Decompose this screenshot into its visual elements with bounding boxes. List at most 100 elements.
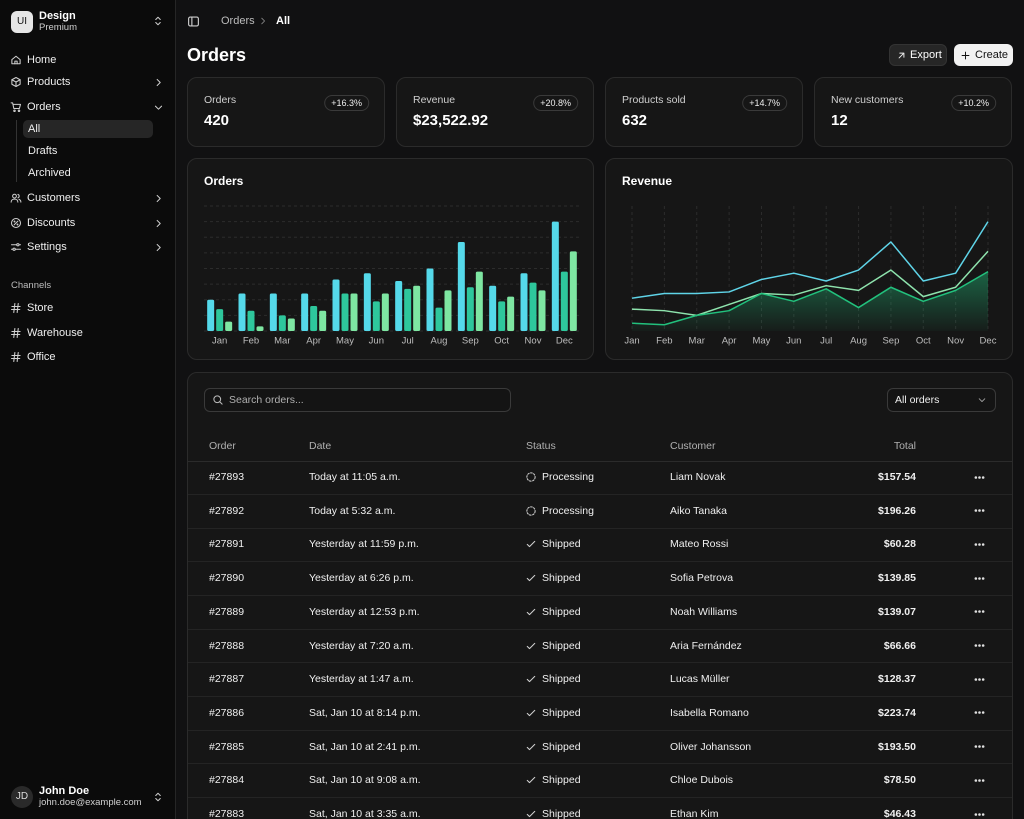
icon-part xyxy=(526,777,536,784)
icon-part xyxy=(974,509,978,512)
x-tick-label: Nov xyxy=(525,336,542,347)
icon[interactable] xyxy=(187,15,200,28)
x-tick-label: Jan xyxy=(624,336,639,347)
x-tick-label: Jun xyxy=(786,336,801,347)
icon-part xyxy=(526,472,536,482)
stat-change: +10.2% xyxy=(951,95,996,111)
stat-change: +20.8% xyxy=(533,95,578,111)
bar xyxy=(256,326,264,331)
bar xyxy=(444,290,452,331)
icon[interactable] xyxy=(973,605,986,618)
table-cell: Shipped xyxy=(542,774,581,787)
icon-part xyxy=(974,812,978,816)
icon xyxy=(960,50,971,61)
bar xyxy=(269,293,277,331)
icon-part xyxy=(978,398,986,402)
icon xyxy=(525,808,537,819)
icon-part xyxy=(978,778,981,782)
icon-part xyxy=(974,475,978,479)
icon-part xyxy=(13,109,16,113)
icon[interactable] xyxy=(973,639,986,652)
table-cell: Sat, Jan 10 at 8:14 p.m. xyxy=(309,706,421,719)
icon-part xyxy=(974,610,985,614)
stat-label: Products sold xyxy=(622,94,686,106)
icon[interactable] xyxy=(973,572,986,585)
icon[interactable] xyxy=(973,774,986,787)
icon xyxy=(212,394,224,406)
export-button[interactable] xyxy=(889,44,947,66)
icon[interactable] xyxy=(973,740,986,753)
chart-card: Orders Jan Feb Mar Apr May Jun Jul Aug Sep Oct Nov D… xyxy=(187,158,594,360)
table-cell: $60.28 xyxy=(883,538,916,551)
icon xyxy=(525,572,537,584)
table-cell: Sat, Jan 10 at 3:35 a.m. xyxy=(309,808,421,819)
icon-part xyxy=(10,244,22,250)
search-input[interactable] xyxy=(204,388,511,412)
icon[interactable] xyxy=(973,673,986,686)
create-button[interactable] xyxy=(954,44,1013,66)
icon-part xyxy=(155,792,161,802)
icon-part xyxy=(974,644,978,647)
x-tick-label: May xyxy=(752,336,770,347)
bar xyxy=(225,321,233,331)
x-tick-label: Aug xyxy=(431,336,448,347)
icon xyxy=(896,50,907,61)
icon xyxy=(525,538,537,550)
bar xyxy=(569,251,577,331)
x-tick-label: May xyxy=(336,336,354,347)
x-tick-label: Nov xyxy=(947,336,964,347)
icon-part xyxy=(898,52,905,58)
icon[interactable] xyxy=(973,504,986,517)
icon-part xyxy=(10,351,21,363)
row-divider xyxy=(188,628,1012,630)
icon-part xyxy=(10,302,21,314)
table-cell: Mateo Rossi xyxy=(670,538,729,551)
row-divider xyxy=(188,527,1012,529)
column-header: Order xyxy=(209,440,236,452)
icon-part xyxy=(981,644,985,647)
table-cell: Shipped xyxy=(542,538,581,551)
bar xyxy=(350,293,358,331)
line xyxy=(631,270,989,326)
icon-part xyxy=(974,509,985,512)
icon-part xyxy=(974,576,978,580)
column-header: Total xyxy=(893,440,916,452)
icon-part xyxy=(981,509,985,512)
icon-part xyxy=(978,509,981,512)
breadcrumb-link[interactable]: Orders xyxy=(221,15,255,27)
table-cell: $139.85 xyxy=(878,572,916,585)
x-tick-label: Apr xyxy=(722,336,737,347)
table-cell: Lucas Müller xyxy=(670,673,730,686)
chart-title: Orders xyxy=(204,174,244,188)
icon-part xyxy=(526,777,536,784)
icon[interactable] xyxy=(973,471,986,484)
icon-part xyxy=(17,193,22,203)
bar xyxy=(475,271,483,331)
bar xyxy=(520,273,528,331)
line xyxy=(631,221,989,299)
stat-card xyxy=(814,77,1012,147)
filter-select[interactable] xyxy=(887,388,996,412)
icon[interactable] xyxy=(973,538,986,551)
bar xyxy=(216,309,224,331)
nav-label: Settings xyxy=(27,241,67,253)
row-divider xyxy=(188,763,1012,765)
table-cell: #27889 xyxy=(209,605,245,618)
nav-sub-item[interactable] xyxy=(23,120,153,138)
channel-label: Warehouse xyxy=(27,326,83,339)
table-cell: Yesterday at 6:26 p.m. xyxy=(309,572,414,585)
table-cell: #27886 xyxy=(209,706,245,719)
icon-part xyxy=(10,193,22,203)
breadcrumb-current: All xyxy=(276,15,291,27)
icon[interactable] xyxy=(973,706,986,719)
icon xyxy=(525,673,537,685)
icon-part xyxy=(526,574,536,582)
x-tick-label: Feb xyxy=(243,336,259,347)
line xyxy=(631,250,989,317)
area xyxy=(632,271,988,331)
stat-label: New customers xyxy=(831,94,904,106)
icon-part xyxy=(978,398,986,402)
x-tick-label: Sep xyxy=(462,336,479,347)
bar xyxy=(381,293,389,331)
icon[interactable] xyxy=(973,808,986,819)
